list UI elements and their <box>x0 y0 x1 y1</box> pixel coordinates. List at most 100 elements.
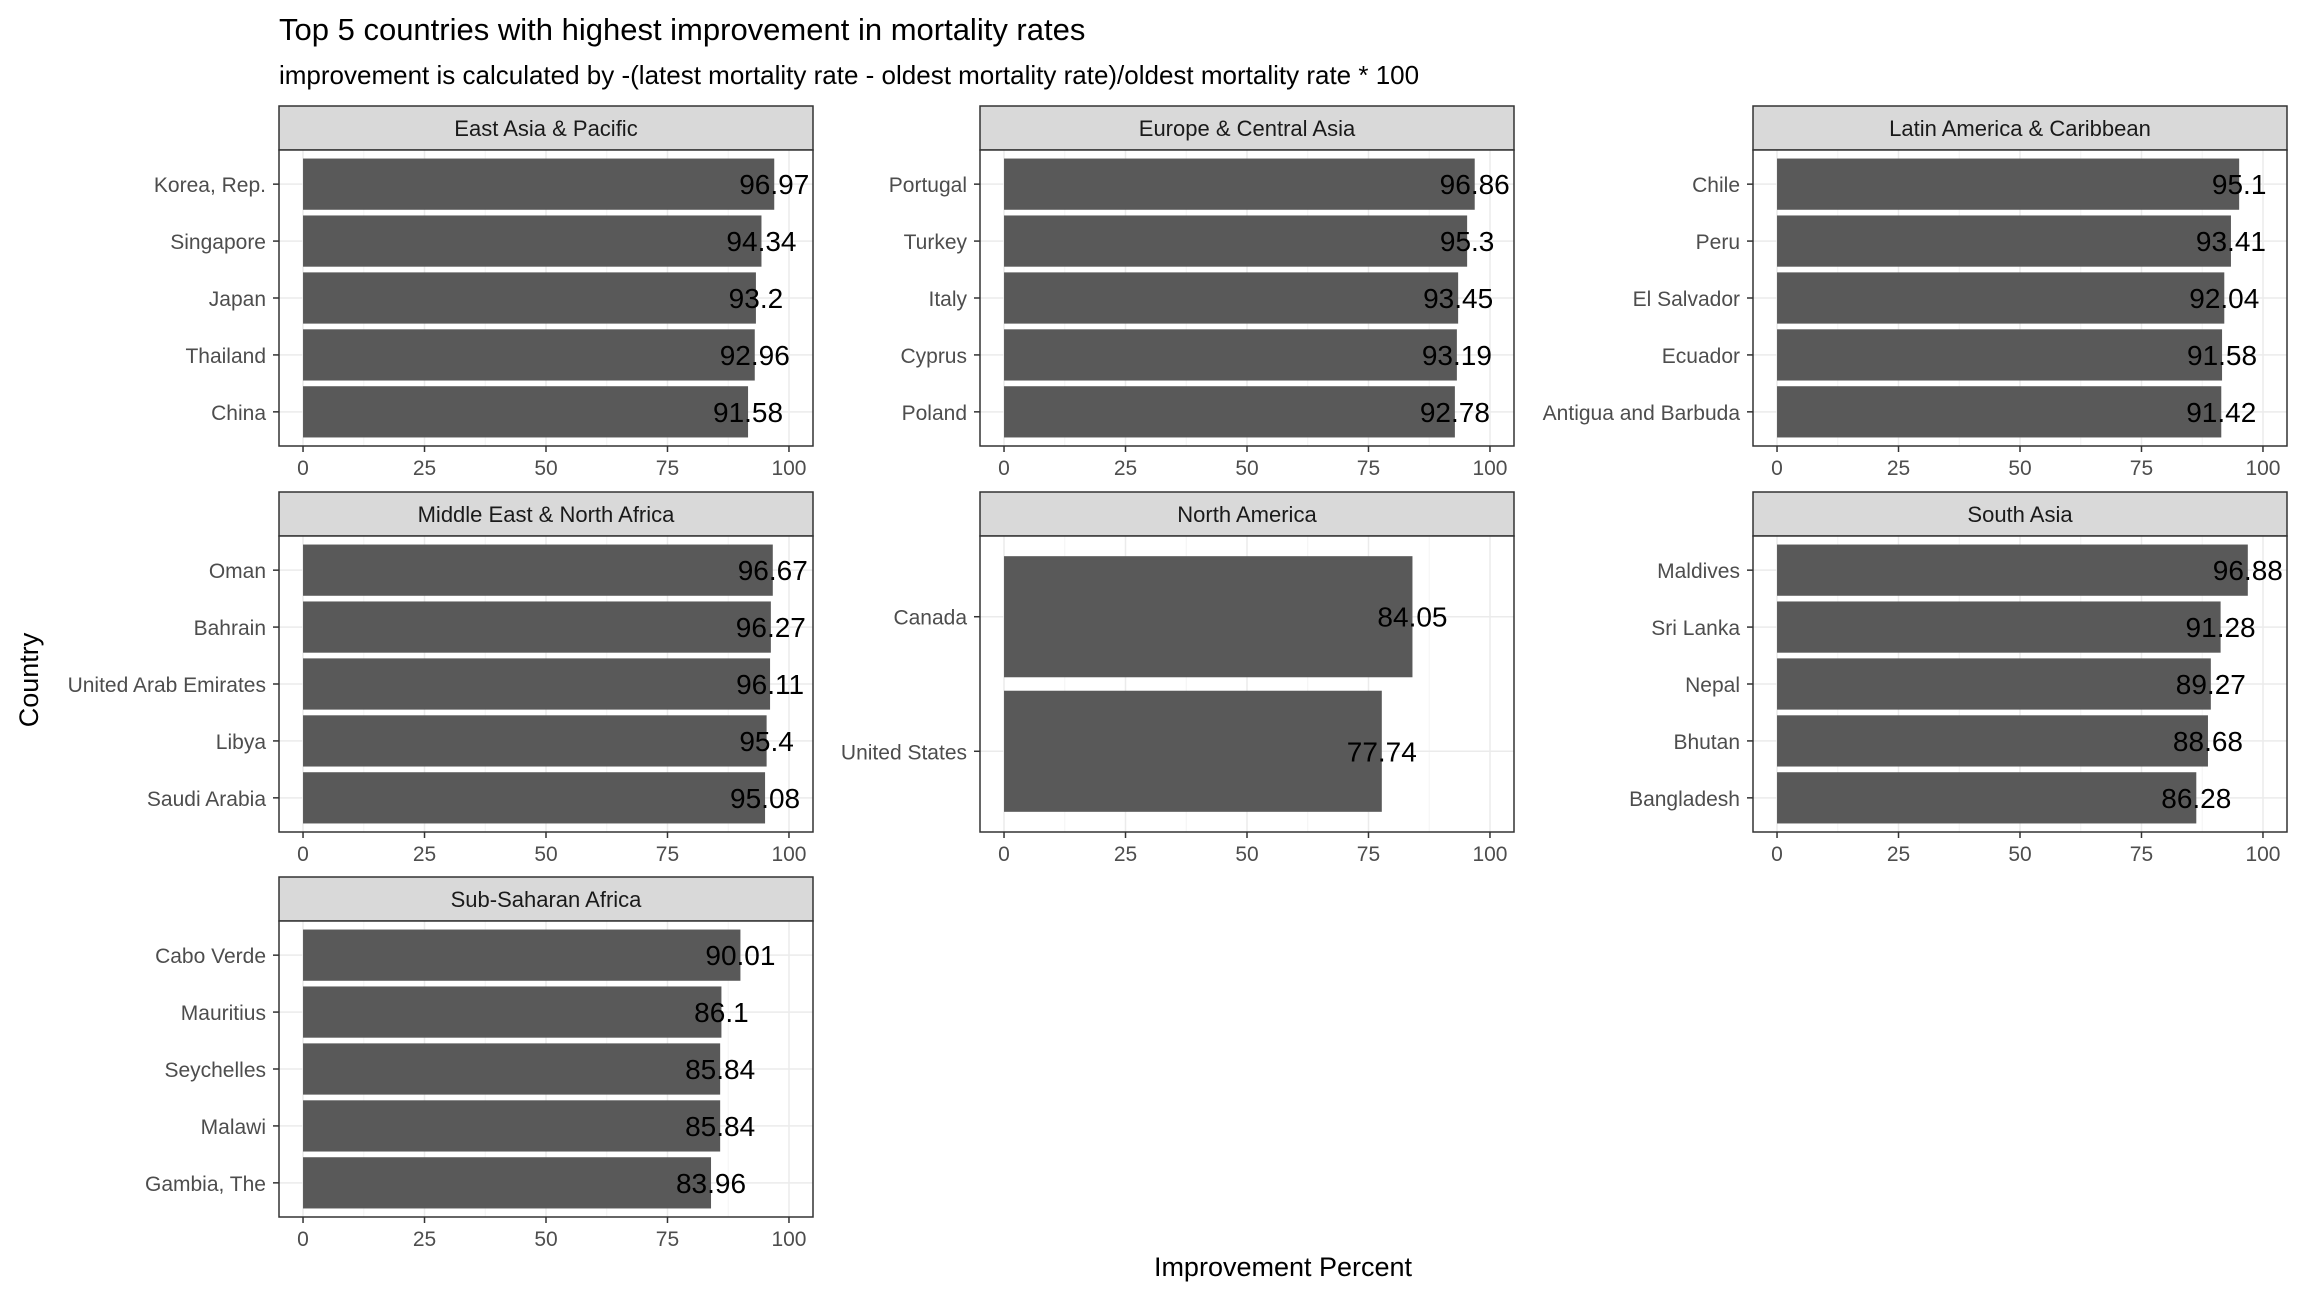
bar-value-label: 77.74 <box>1347 736 1417 767</box>
y-tick-label: Sri Lanka <box>1651 617 1740 640</box>
facet-strip-label: East Asia & Pacific <box>454 116 637 141</box>
facet-strip-label: Sub-Saharan Africa <box>451 887 643 912</box>
y-tick-label: Mauritius <box>181 1002 266 1025</box>
facet-panel: South Asia 96.88 Maldives 91.28 Sri Lanka 89.… <box>1629 491 2288 866</box>
bar <box>1777 715 2208 767</box>
y-tick-label: Malawi <box>201 1116 266 1139</box>
bar <box>303 715 767 767</box>
facet-strip <box>979 491 1515 537</box>
facet-strip-label: North America <box>1177 502 1317 527</box>
x-tick-label: 50 <box>534 1228 557 1251</box>
bar-value-label: 83.96 <box>676 1168 746 1199</box>
facet-panel: Middle East & North Africa 96.67 Oman 96.27… <box>68 491 814 866</box>
bar <box>303 544 773 596</box>
bar <box>1004 329 1457 381</box>
bar-value-label: 85.84 <box>685 1054 755 1085</box>
y-tick-label: Poland <box>902 402 967 425</box>
y-tick-label: Cyprus <box>900 345 967 368</box>
bar-value-label: 96.88 <box>2213 555 2283 586</box>
bar-value-label: 95.3 <box>1440 226 1495 257</box>
x-tick-label: 0 <box>1771 843 1783 866</box>
y-axis-title: Country <box>14 632 44 727</box>
bar-value-label: 96.27 <box>736 612 806 643</box>
x-tick-label: 25 <box>1114 457 1137 480</box>
x-tick-label: 100 <box>771 843 806 866</box>
bar-value-label: 94.34 <box>726 226 796 257</box>
facet-strip <box>278 876 814 922</box>
bar <box>303 272 756 324</box>
x-tick-label: 50 <box>1235 457 1258 480</box>
y-tick-label: Singapore <box>170 231 266 254</box>
bar-value-label: 96.97 <box>739 169 809 200</box>
x-tick-label: 75 <box>1357 457 1380 480</box>
bar <box>303 1100 721 1152</box>
bar <box>303 215 762 267</box>
bar <box>1777 215 2231 267</box>
facet-panel: East Asia & Pacific 96.97 Korea, Rep. 94.34… <box>154 105 814 480</box>
bar <box>303 1157 712 1209</box>
x-tick-label: 75 <box>656 457 679 480</box>
x-tick-label: 75 <box>656 1228 679 1251</box>
bar-value-label: 96.11 <box>736 669 804 700</box>
bar-value-label: 93.45 <box>1423 283 1493 314</box>
bar-value-label: 91.42 <box>2186 397 2256 428</box>
y-tick-label: Gambia, The <box>145 1173 266 1196</box>
y-tick-label: Seychelles <box>164 1059 266 1082</box>
bar <box>1777 329 2223 381</box>
y-tick-label: Nepal <box>1685 674 1740 697</box>
x-tick-label: 25 <box>413 457 436 480</box>
bar <box>1777 658 2211 710</box>
bar <box>1777 544 2248 596</box>
y-tick-label: Korea, Rep. <box>154 174 266 197</box>
x-tick-label: 75 <box>656 843 679 866</box>
facet-strip-label: Europe & Central Asia <box>1139 116 1356 141</box>
x-tick-label: 50 <box>534 843 557 866</box>
bar-value-label: 85.84 <box>685 1111 755 1142</box>
x-tick-label: 50 <box>2008 843 2031 866</box>
x-tick-label: 100 <box>1472 843 1507 866</box>
bar-value-label: 91.58 <box>713 397 783 428</box>
bar <box>1004 690 1382 812</box>
bar <box>1777 158 2240 210</box>
x-tick-label: 25 <box>1114 843 1137 866</box>
bar-value-label: 96.86 <box>1440 169 1510 200</box>
bar <box>1777 386 2222 438</box>
facet-panel: North America 84.05 Canada 77.74 United Stat… <box>841 491 1515 866</box>
x-tick-label: 100 <box>2245 457 2280 480</box>
bar-value-label: 92.04 <box>2189 283 2259 314</box>
bar <box>303 158 775 210</box>
y-tick-label: Antigua and Barbuda <box>1543 402 1741 425</box>
y-tick-label: Libya <box>216 731 267 754</box>
chart-title: Top 5 countries with highest improvement… <box>279 12 1085 47</box>
facet-strip-label: Latin America & Caribbean <box>1889 116 2151 141</box>
y-tick-label: Maldives <box>1657 560 1740 583</box>
bar <box>303 929 741 981</box>
bar-value-label: 90.01 <box>705 940 775 971</box>
facet-panels: East Asia & Pacific 96.97 Korea, Rep. 94.34… <box>68 105 2288 1251</box>
y-tick-label: Saudi Arabia <box>147 788 266 811</box>
x-tick-label: 0 <box>297 457 309 480</box>
x-tick-label: 0 <box>297 843 309 866</box>
y-tick-label: United States <box>841 741 967 764</box>
bar <box>303 658 771 710</box>
facet-strip <box>1752 105 2288 151</box>
x-tick-label: 100 <box>771 457 806 480</box>
bar-value-label: 86.28 <box>2161 783 2231 814</box>
facet-panel: Europe & Central Asia 96.86 Portugal 95.3 Tu… <box>889 105 1515 480</box>
y-tick-label: Thailand <box>185 345 266 368</box>
bar-value-label: 92.78 <box>1420 397 1490 428</box>
facet-panel: Latin America & Caribbean 95.1 Chile 93.41 P… <box>1543 105 2288 480</box>
bar <box>303 986 722 1038</box>
facet-strip-label: Middle East & North Africa <box>418 502 676 527</box>
bar <box>303 772 766 824</box>
bar <box>1004 386 1455 438</box>
x-tick-label: 0 <box>1771 457 1783 480</box>
bar <box>1777 772 2197 824</box>
x-tick-label: 50 <box>1235 843 1258 866</box>
x-tick-label: 100 <box>2245 843 2280 866</box>
bar <box>303 601 771 653</box>
x-tick-label: 50 <box>534 457 557 480</box>
bar <box>1004 272 1459 324</box>
x-tick-label: 0 <box>998 843 1010 866</box>
